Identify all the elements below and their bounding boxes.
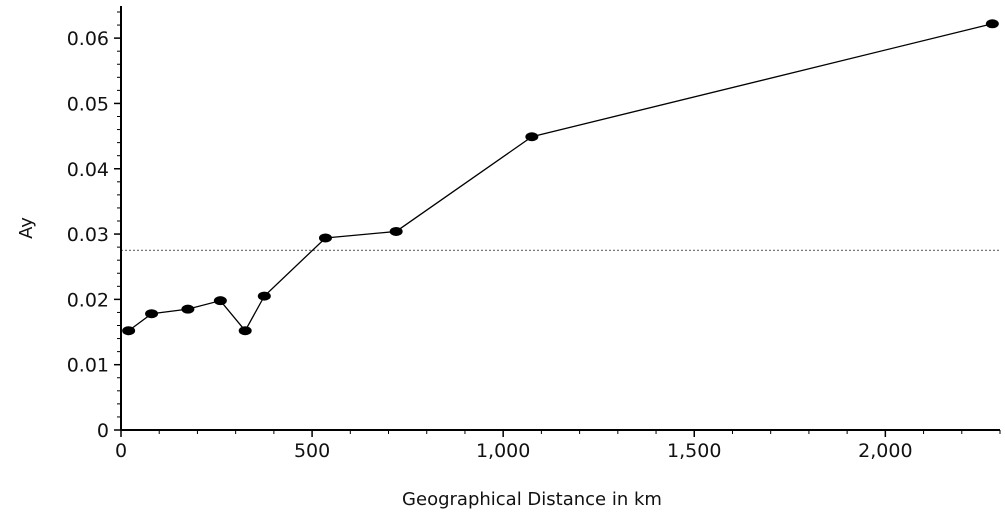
data-point — [145, 309, 159, 319]
y-tick-label: 0.05 — [67, 93, 109, 115]
series-line — [128, 23, 993, 332]
y-tick-label: 0.06 — [67, 28, 109, 50]
data-point — [122, 326, 136, 336]
data-point — [525, 132, 539, 142]
x-axis-title: Geographical Distance in km — [402, 489, 662, 510]
x-tick-label: 1,000 — [476, 440, 530, 462]
x-tick-label: 0 — [115, 440, 127, 462]
data-point — [181, 304, 195, 314]
data-point — [318, 233, 332, 243]
y-tick-label: 0.01 — [67, 355, 109, 377]
data-point — [985, 19, 999, 29]
data-point — [238, 326, 252, 336]
data-point — [213, 296, 227, 306]
data-point — [389, 226, 403, 236]
y-tick-label: 0.03 — [67, 224, 109, 246]
y-tick-label: 0 — [97, 420, 109, 442]
series-layer — [122, 19, 999, 336]
x-tick-label: 500 — [294, 440, 330, 462]
x-tick-label: 2,000 — [858, 440, 912, 462]
y-tick-label: 0.04 — [67, 159, 109, 181]
data-point — [257, 291, 271, 301]
x-tick-label: 1,500 — [667, 440, 721, 462]
axes-layer: 0 0.01 0.02 0.03 0.04 0.05 0.06 0 500 1,000 1,500 2… — [67, 6, 1001, 462]
y-tick-label: 0.02 — [67, 289, 109, 311]
y-axis-title: Ay — [16, 217, 37, 239]
